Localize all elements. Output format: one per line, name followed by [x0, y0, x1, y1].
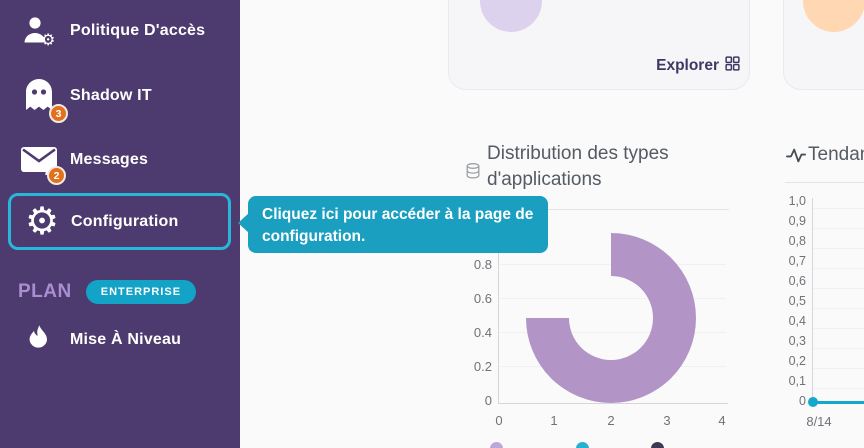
user-gear-icon: ⚙	[20, 13, 58, 49]
chart-title-trend: Tendance	[808, 144, 864, 165]
plan-label: PLAN	[18, 281, 72, 302]
gridline	[812, 368, 864, 369]
plan-tier-badge: ENTERPRISE	[85, 280, 197, 304]
y-tick: 0	[484, 393, 492, 408]
y-tick: 0,8	[788, 234, 806, 248]
sidebar-item-label: Messages	[70, 151, 149, 168]
y-axis-line	[812, 198, 813, 404]
sidebar: ⚙ Politique D'accès Shadow IT 3	[0, 0, 240, 448]
svg-text:⚙: ⚙	[41, 30, 55, 49]
y-tick: 0.2	[473, 359, 492, 374]
gridline	[812, 328, 864, 329]
pulse-icon	[786, 147, 806, 169]
y-tick: 0,5	[788, 294, 806, 308]
y-tick: 0,6	[788, 274, 806, 288]
donut-chart[interactable]	[516, 223, 706, 413]
x-tick: 8/14	[806, 414, 832, 429]
configuration-tooltip: Cliquez ici pour accéder à la page de co…	[248, 196, 548, 253]
gear-icon: ⚙	[24, 200, 60, 243]
x-tick: 4	[718, 413, 726, 428]
tooltip-arrow	[238, 213, 249, 233]
sidebar-item-label: Configuration	[71, 212, 179, 230]
sidebar-item-label: Mise À Niveau	[70, 331, 182, 348]
gridline	[812, 348, 864, 349]
summary-card[interactable]	[448, 0, 750, 90]
explorer-link[interactable]: Explorer	[648, 55, 740, 77]
dashboard-grid-icon	[725, 56, 740, 76]
sidebar-item-shadow-it[interactable]: Shadow IT	[0, 72, 240, 120]
gridline	[812, 208, 864, 209]
gridline	[812, 268, 864, 269]
sidebar-item-upgrade[interactable]: Mise À Niveau	[0, 317, 240, 363]
y-tick: 1,0	[788, 194, 806, 208]
explorer-label: Explorer	[656, 57, 719, 74]
sidebar-item-messages[interactable]: Messages	[0, 136, 240, 184]
y-tick: 0	[799, 394, 806, 408]
sidebar-item-configuration[interactable]: ⚙ Configuration	[8, 193, 231, 250]
y-tick: 0,3	[788, 334, 806, 348]
y-tick: 0.4	[473, 325, 492, 340]
legend-dot-dark[interactable]	[651, 442, 664, 448]
messages-badge: 2	[47, 166, 66, 185]
ghost-icon	[20, 76, 58, 116]
sidebar-item-label: Politique D'accès	[70, 22, 206, 39]
plan-row: PLAN ENTERPRISE	[0, 278, 240, 306]
x-tick: 8/15	[856, 414, 864, 429]
trend-data-point[interactable]	[808, 397, 818, 407]
trend-line-series[interactable]	[813, 401, 864, 404]
card-avatar-circle	[803, 0, 864, 32]
divider	[785, 182, 864, 183]
shadow-it-badge: 3	[49, 104, 68, 123]
gridline	[498, 332, 726, 333]
summary-card[interactable]	[783, 0, 864, 90]
sidebar-item-label: Shadow IT	[70, 87, 152, 104]
sidebar-item-politique-dacces[interactable]: ⚙ Politique D'accès	[0, 7, 240, 55]
y-tick: 0,9	[788, 214, 806, 228]
database-icon	[466, 163, 480, 184]
x-tick: 2	[607, 413, 615, 428]
y-axis-line	[498, 230, 499, 404]
gridline	[812, 388, 864, 389]
gridline	[812, 288, 864, 289]
gridline	[812, 308, 864, 309]
divider	[487, 209, 729, 210]
x-axis-line	[498, 403, 728, 404]
y-tick: 0.8	[473, 257, 492, 272]
gridline	[812, 228, 864, 229]
flame-icon	[20, 322, 58, 358]
x-tick: 0	[495, 413, 503, 428]
legend-dot-cyan[interactable]	[576, 442, 589, 448]
legend-dot-purple[interactable]	[490, 442, 503, 448]
gridline	[812, 248, 864, 249]
x-tick: 3	[663, 413, 671, 428]
y-tick: 0,7	[788, 254, 806, 268]
x-tick: 1	[550, 413, 558, 428]
card-avatar-circle	[480, 0, 542, 32]
y-tick: 0,1	[788, 374, 806, 388]
chart-title-distribution: Distribution des types d'applications	[487, 143, 669, 190]
y-tick: 0,4	[788, 314, 806, 328]
y-tick: 0,2	[788, 354, 806, 368]
y-tick: 0.6	[473, 291, 492, 306]
gridline	[498, 298, 726, 299]
donut-slice[interactable]	[526, 233, 696, 403]
